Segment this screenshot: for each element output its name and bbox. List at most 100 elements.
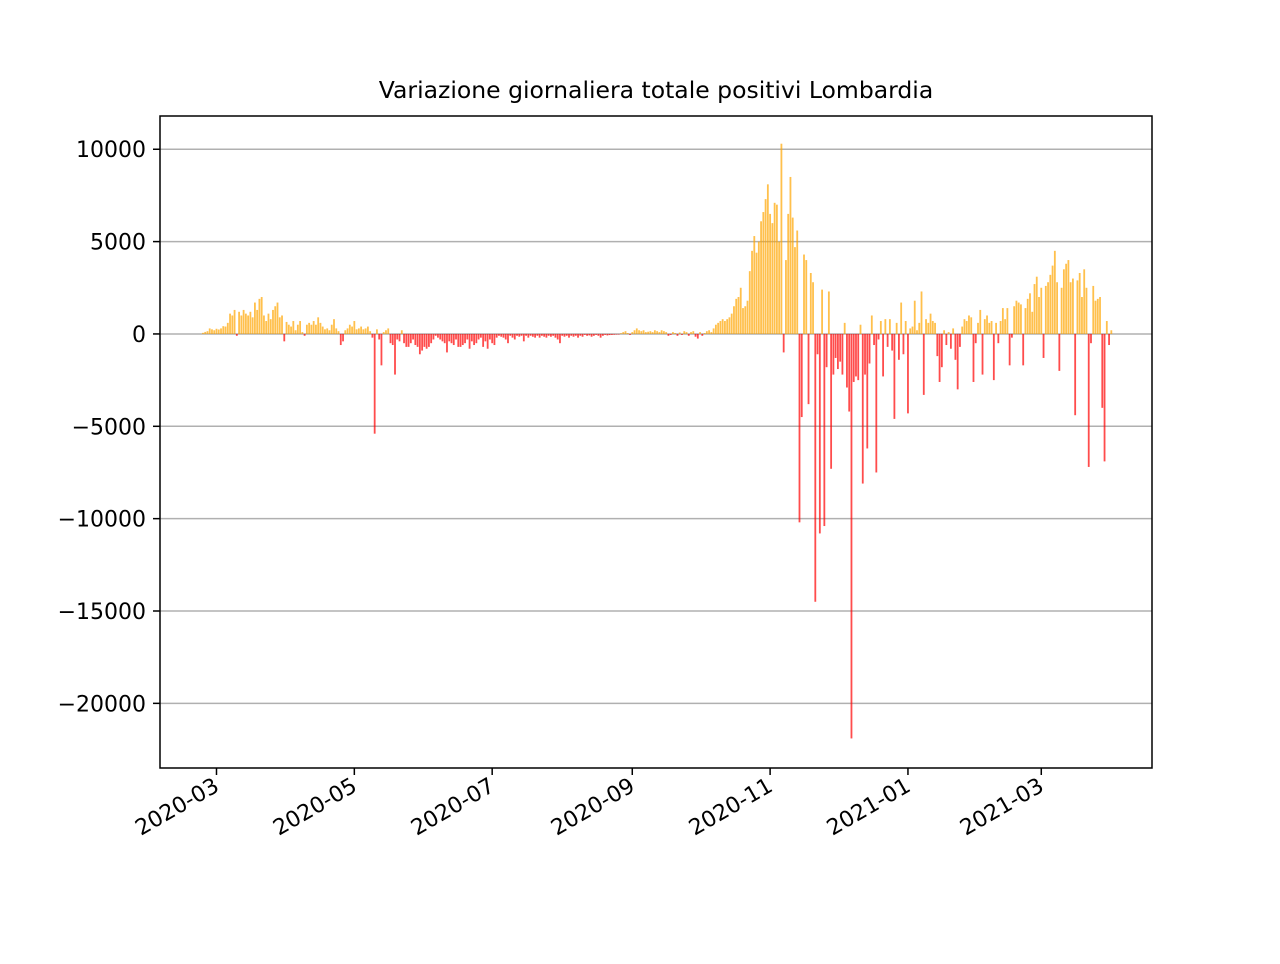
bar <box>952 328 955 334</box>
chart-title: Variazione giornaliera totale positivi L… <box>379 76 933 104</box>
bar <box>263 315 265 334</box>
bar <box>529 333 532 336</box>
bar <box>1008 333 1011 366</box>
bar <box>475 333 478 344</box>
bar <box>852 333 855 382</box>
bar <box>683 331 686 334</box>
bar <box>696 333 699 339</box>
bar <box>382 332 385 334</box>
bar <box>778 241 781 334</box>
bar <box>461 333 464 346</box>
bar <box>895 322 898 334</box>
bar <box>235 333 238 336</box>
bar <box>685 332 688 334</box>
bar <box>1038 297 1040 334</box>
bar <box>265 321 268 334</box>
y-tick-label: −10000 <box>58 508 146 533</box>
bar <box>206 331 209 334</box>
bar <box>676 333 679 336</box>
bar <box>1026 298 1029 334</box>
bar <box>1017 302 1020 334</box>
bar <box>1010 333 1013 338</box>
bar <box>357 328 360 334</box>
bar <box>583 333 586 335</box>
bar <box>418 333 421 355</box>
bar <box>249 311 252 334</box>
bar <box>1051 265 1054 334</box>
bar <box>701 333 704 336</box>
bar <box>800 333 803 418</box>
bar <box>581 333 584 337</box>
bar <box>918 322 921 334</box>
bar <box>479 333 482 338</box>
bar <box>599 333 602 338</box>
bar <box>629 333 631 335</box>
bar <box>348 324 351 334</box>
bar <box>694 333 697 337</box>
bar <box>986 315 988 334</box>
bar <box>796 230 799 334</box>
bar <box>287 324 290 334</box>
bar <box>380 333 383 366</box>
bar <box>409 333 412 344</box>
bar <box>866 333 869 449</box>
bar <box>823 333 826 527</box>
bar <box>513 333 516 340</box>
bar <box>949 333 952 349</box>
bar <box>1056 282 1058 334</box>
bar <box>633 330 636 334</box>
bar <box>674 333 677 334</box>
bar <box>1015 300 1018 334</box>
bar <box>366 326 369 334</box>
bar <box>1035 276 1038 334</box>
bar <box>468 333 471 349</box>
bar <box>782 333 785 353</box>
bar <box>1020 304 1022 334</box>
bar <box>891 333 894 351</box>
bar <box>653 330 656 334</box>
bar <box>333 319 335 334</box>
bar <box>746 300 749 334</box>
y-axis: 10000 5000 0 −5000 −10000 −15000 −20000 <box>58 138 160 717</box>
bar <box>220 328 222 334</box>
bar <box>1101 333 1104 408</box>
bar <box>615 333 618 335</box>
bar <box>909 328 912 334</box>
bar <box>565 333 568 336</box>
bar <box>968 315 970 334</box>
bar <box>886 333 889 347</box>
bar <box>1069 282 1072 334</box>
bar <box>807 333 810 405</box>
bar <box>620 333 622 334</box>
bar <box>893 333 896 419</box>
bar <box>437 333 439 338</box>
bar <box>791 217 794 334</box>
bar <box>1006 308 1009 334</box>
bar <box>841 333 844 375</box>
bar <box>484 333 487 342</box>
y-tick-label: −15000 <box>58 600 146 625</box>
bar <box>518 333 521 337</box>
bar <box>1049 274 1052 334</box>
bar <box>821 289 823 334</box>
bar <box>534 333 537 338</box>
bar <box>446 333 448 353</box>
bar <box>385 330 387 334</box>
y-tick-label: 0 <box>132 323 146 348</box>
bar <box>947 332 950 334</box>
bar <box>346 328 349 334</box>
bar <box>538 333 541 338</box>
bar <box>590 333 593 337</box>
bar <box>305 324 308 334</box>
bar <box>710 332 713 334</box>
bar <box>888 319 891 334</box>
bar <box>798 333 801 523</box>
bar <box>516 333 518 336</box>
bar <box>321 326 324 334</box>
bar <box>226 322 229 334</box>
bar <box>330 324 333 334</box>
bar <box>267 313 270 334</box>
bar <box>911 326 914 334</box>
bar <box>457 333 460 347</box>
